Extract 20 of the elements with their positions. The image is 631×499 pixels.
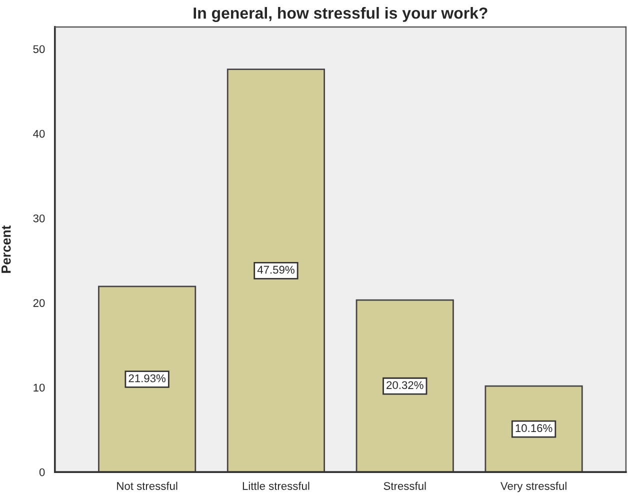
chart-title: In general, how stressful is your work? [194,7,488,22]
data-label: 47.59% [257,266,294,274]
data-label: 10.16% [516,424,552,432]
y-tick-label: 20 [33,299,45,307]
bar [98,286,196,472]
data-label: 20.32% [386,381,424,390]
x-tick-label: Very stressful [500,482,566,492]
x-tick-label: Little stressful [242,482,310,490]
x-tick-label: Stressful [384,482,426,490]
y-tick-label: 30 [33,214,45,222]
y-tick-label: 50 [33,45,45,54]
y-tick-label: 0 [39,468,45,476]
bar [356,299,454,472]
data-label: 21.93% [128,374,166,382]
x-tick-label: Not stressful [117,482,178,490]
bar [484,385,583,472]
bar [226,68,326,472]
y-axis-title: Percent [2,225,11,273]
y-tick-label: 40 [33,130,45,138]
y-tick-label: 10 [34,384,45,392]
